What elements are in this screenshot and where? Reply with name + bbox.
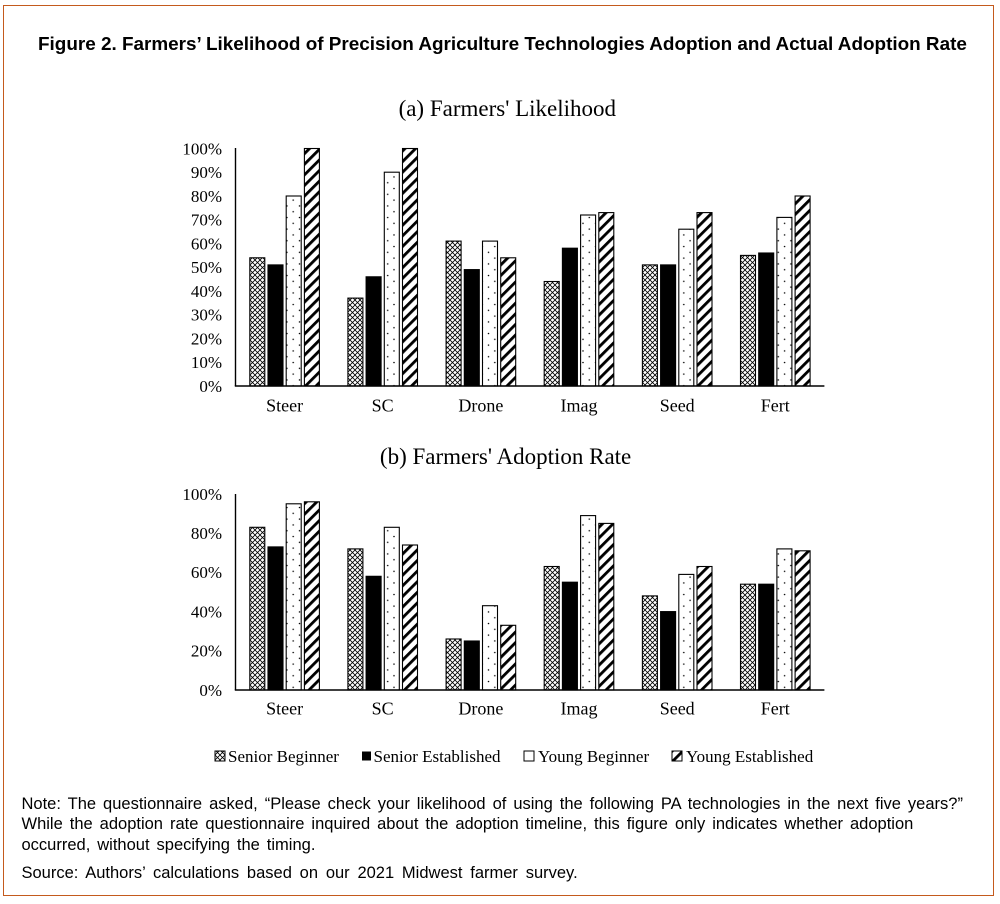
svg-text:20%: 20% [191, 329, 222, 348]
svg-text:Steer: Steer [266, 396, 303, 416]
svg-text:SC: SC [372, 699, 394, 719]
svg-text:90%: 90% [191, 163, 222, 182]
svg-text:40%: 40% [191, 602, 222, 621]
svg-text:Seed: Seed [660, 396, 695, 416]
svg-text:Senior Beginner: Senior Beginner [228, 747, 339, 766]
svg-text:70%: 70% [191, 211, 222, 230]
svg-text:Drone: Drone [458, 396, 503, 416]
svg-text:80%: 80% [191, 524, 222, 543]
svg-text:20%: 20% [191, 642, 222, 661]
svg-text:80%: 80% [191, 187, 222, 206]
svg-text:60%: 60% [191, 234, 222, 253]
svg-text:100%: 100% [182, 485, 222, 504]
svg-text:Fert: Fert [761, 396, 790, 416]
svg-text:60%: 60% [191, 563, 222, 582]
svg-text:50%: 50% [191, 258, 222, 277]
svg-text:100%: 100% [182, 139, 222, 158]
svg-text:Imag: Imag [561, 396, 598, 416]
svg-text:SC: SC [372, 396, 394, 416]
svg-text:Steer: Steer [266, 699, 303, 719]
svg-text:Young Established: Young Established [686, 747, 814, 766]
svg-text:Drone: Drone [458, 699, 503, 719]
svg-text:40%: 40% [191, 282, 222, 301]
svg-text:Senior Established: Senior Established [374, 747, 502, 766]
svg-text:0%: 0% [199, 681, 222, 700]
svg-text:Imag: Imag [561, 699, 598, 719]
svg-text:(a) Farmers' Likelihood: (a) Farmers' Likelihood [399, 96, 617, 121]
svg-text:(b) Farmers' Adoption Rate: (b) Farmers' Adoption Rate [380, 444, 631, 469]
svg-text:Seed: Seed [660, 699, 695, 719]
svg-text:0%: 0% [199, 377, 222, 396]
svg-text:10%: 10% [191, 353, 222, 372]
svg-text:Fert: Fert [761, 699, 790, 719]
svg-text:30%: 30% [191, 306, 222, 325]
svg-text:Young Beginner: Young Beginner [538, 747, 649, 766]
